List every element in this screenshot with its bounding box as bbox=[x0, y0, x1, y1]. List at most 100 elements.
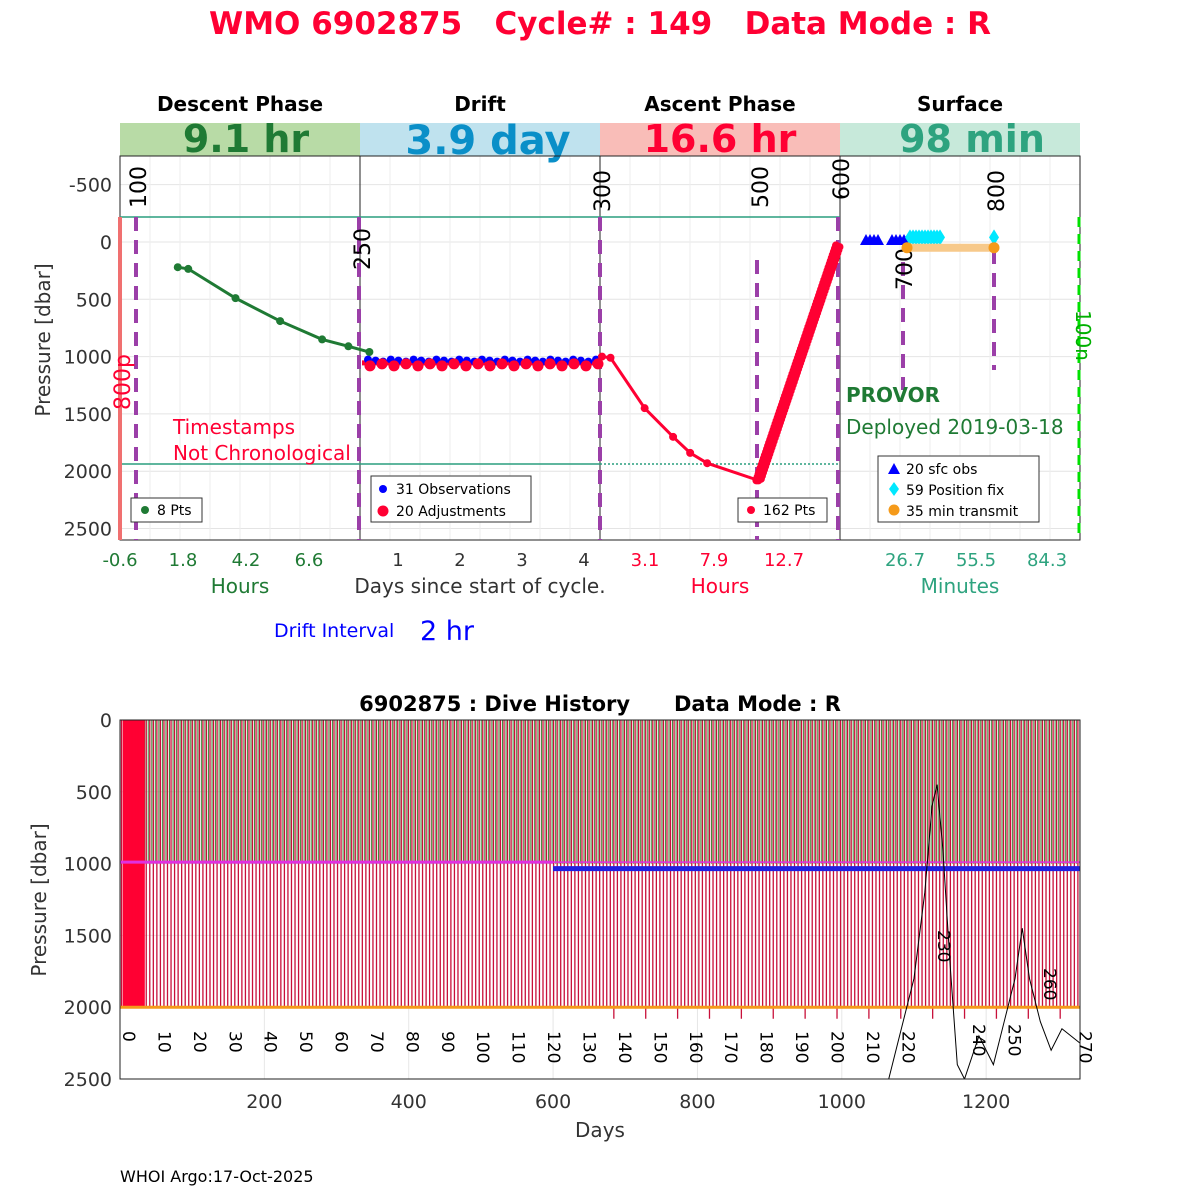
surface-tick: 84.3 bbox=[1027, 550, 1067, 571]
dive-history-cycle-labels: 0 10 20 30 40 50 60 70 80 90 100 110 120 130 140 150 160… bbox=[118, 930, 1094, 1063]
drift-tick: 1 bbox=[392, 550, 403, 571]
history-cycle-label: 90 bbox=[437, 1031, 457, 1053]
history-cycle-label: 60 bbox=[331, 1031, 351, 1053]
drift-adj-point bbox=[508, 360, 520, 372]
ascent-tick: 3.1 bbox=[631, 550, 660, 571]
ascent-duration: 16.6 hr bbox=[644, 117, 797, 161]
history-x-tick: 200 bbox=[246, 1091, 282, 1113]
drift-series bbox=[362, 355, 604, 372]
descent-tick: -0.6 bbox=[102, 550, 137, 571]
ascent-point bbox=[669, 432, 678, 441]
legend-adj-text: 20 Adjustments bbox=[396, 504, 506, 520]
descent-tick: 6.6 bbox=[295, 550, 324, 571]
phase-x-ticks: -0.6 1.8 4.2 6.6 1 2 3 4 3.1 7.9 12.7 26… bbox=[102, 550, 1067, 571]
surface-obs-point bbox=[872, 233, 884, 245]
drift-adj-point bbox=[580, 360, 592, 372]
descent-line bbox=[177, 265, 370, 354]
history-cycle-label: 170 bbox=[720, 1031, 740, 1063]
cycle-y-tick: 2500 bbox=[64, 519, 112, 541]
drift-adj-point bbox=[376, 358, 388, 370]
descent-point bbox=[344, 342, 353, 351]
legend-surface: 20 sfc obs 59 Position fix 35 min transm… bbox=[877, 455, 1040, 523]
history-y-tick: 2000 bbox=[64, 997, 112, 1019]
cycle-y-tick: 1000 bbox=[64, 347, 112, 369]
history-cycle-label: 100 bbox=[472, 1031, 492, 1063]
surface-transmit-point bbox=[988, 242, 1000, 254]
drift-adj-point bbox=[412, 360, 424, 372]
history-cycle-label: 110 bbox=[508, 1031, 528, 1063]
drift-duration: 3.9 day bbox=[405, 118, 570, 164]
history-x-tick: 600 bbox=[535, 1091, 571, 1113]
cycle-y-tick: -500 bbox=[69, 175, 112, 197]
ascent-x-label: Hours bbox=[691, 574, 750, 598]
cycle-y-label: Pressure [dbar] bbox=[31, 263, 55, 416]
surface-tick: 26.7 bbox=[885, 550, 925, 571]
timestamps-note-line1: Timestamps bbox=[172, 415, 295, 439]
history-cycle-label: 20 bbox=[189, 1031, 209, 1053]
ascent-point bbox=[832, 241, 840, 250]
drift-adj-point bbox=[472, 358, 484, 370]
descent-series bbox=[173, 263, 374, 357]
legend-descent-marker bbox=[141, 506, 149, 514]
history-x-tick: 1200 bbox=[962, 1091, 1010, 1113]
ascent-point bbox=[703, 459, 712, 468]
surface-x-label: Minutes bbox=[921, 574, 1000, 598]
marker-label-700: 700 bbox=[893, 248, 918, 290]
history-cycle-label: 40 bbox=[260, 1031, 280, 1053]
legend-descent: 8 Pts bbox=[130, 497, 203, 523]
drift-interval-label: Drift Interval bbox=[274, 620, 394, 642]
legend-sfc-marker bbox=[888, 463, 900, 474]
drift-adj-point bbox=[460, 360, 472, 372]
legend-ascent-marker bbox=[747, 506, 755, 514]
phase-title-surface: Surface bbox=[917, 92, 1003, 116]
marker-label-600: 600 bbox=[830, 158, 855, 200]
drift-band bbox=[360, 123, 600, 156]
cycle-y-tick: 1500 bbox=[64, 404, 112, 426]
ascent-tick: 7.9 bbox=[700, 550, 729, 571]
history-cycle-label: 250 bbox=[1004, 1024, 1024, 1056]
dive-history-plot bbox=[120, 720, 1080, 1079]
float-type: PROVOR bbox=[846, 383, 940, 407]
drift-adj-point bbox=[484, 360, 496, 372]
legend-fix-marker bbox=[889, 482, 899, 496]
surface-series bbox=[860, 229, 1000, 254]
legend-drift: 31 Observations 20 Adjustments bbox=[370, 475, 532, 523]
history-cycle-label: 220 bbox=[897, 1031, 917, 1063]
ascent-line bbox=[601, 244, 840, 483]
timestamps-note-line2: Not Chronological bbox=[173, 441, 351, 465]
drift-adj-point bbox=[388, 360, 400, 372]
history-y-tick: 1500 bbox=[64, 925, 112, 947]
history-cycle-label: 160 bbox=[685, 1031, 705, 1063]
deployed-date: Deployed 2019-03-18 bbox=[846, 415, 1064, 439]
descent-point bbox=[276, 317, 285, 326]
descent-duration: 9.1 hr bbox=[183, 117, 310, 161]
history-cycle-label: 30 bbox=[224, 1031, 244, 1053]
drift-adj-point bbox=[424, 358, 436, 370]
history-y-tick: 0 bbox=[100, 710, 112, 732]
marker-label-500: 500 bbox=[749, 166, 774, 208]
history-y-tick: 1000 bbox=[64, 854, 112, 876]
drift-adj-point bbox=[544, 358, 556, 370]
history-cycle-label: 150 bbox=[649, 1031, 669, 1063]
history-cycle-label: 190 bbox=[791, 1031, 811, 1063]
marker-label-300: 300 bbox=[591, 170, 616, 212]
drift-interval-value: 2 hr bbox=[420, 616, 475, 647]
history-cycle-label: 0 bbox=[118, 1031, 138, 1042]
marker-label-250: 250 bbox=[351, 228, 376, 270]
drift-adj-point bbox=[568, 358, 580, 370]
history-bottom-trace bbox=[888, 784, 1080, 1079]
ascent-point bbox=[640, 404, 649, 413]
phase-headers: Descent Phase Drift Ascent Phase Surface… bbox=[120, 92, 1080, 164]
history-x-tick: 400 bbox=[391, 1091, 427, 1113]
drift-adj-point bbox=[556, 360, 568, 372]
history-cycle-label: 230 bbox=[933, 930, 953, 962]
cycle-y-tick: 2000 bbox=[64, 461, 112, 483]
descent-x-label: Hours bbox=[211, 574, 270, 598]
drift-tick: 4 bbox=[578, 550, 589, 571]
history-cycle-label: 210 bbox=[862, 1031, 882, 1063]
ascent-point bbox=[606, 353, 615, 362]
history-cycle-label: 240 bbox=[968, 1024, 988, 1056]
dive-history-y-label: Pressure [dbar] bbox=[27, 823, 51, 976]
drift-adj-point bbox=[520, 358, 532, 370]
descent-band bbox=[120, 123, 360, 156]
